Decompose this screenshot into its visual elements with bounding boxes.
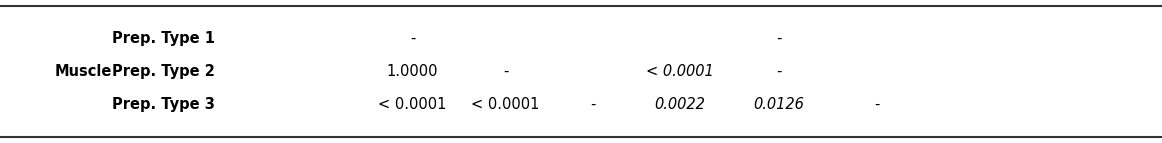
Text: 0.0126: 0.0126 — [753, 97, 804, 112]
Text: -: - — [776, 31, 781, 46]
Text: -: - — [410, 31, 415, 46]
Text: 1.0000: 1.0000 — [387, 64, 438, 79]
Text: Prep. Type 2: Prep. Type 2 — [112, 64, 215, 79]
Text: 0.0022: 0.0022 — [654, 97, 705, 112]
Text: < 0.0001: < 0.0001 — [379, 97, 446, 112]
Text: < 0.0001: < 0.0001 — [472, 97, 539, 112]
Text: -: - — [875, 97, 880, 112]
Text: < 0.0001: < 0.0001 — [646, 64, 713, 79]
Text: Prep. Type 3: Prep. Type 3 — [112, 97, 215, 112]
Text: -: - — [590, 97, 595, 112]
Text: Muscle: Muscle — [55, 64, 113, 79]
Text: Prep. Type 1: Prep. Type 1 — [112, 31, 215, 46]
Text: -: - — [776, 64, 781, 79]
Text: -: - — [503, 64, 508, 79]
